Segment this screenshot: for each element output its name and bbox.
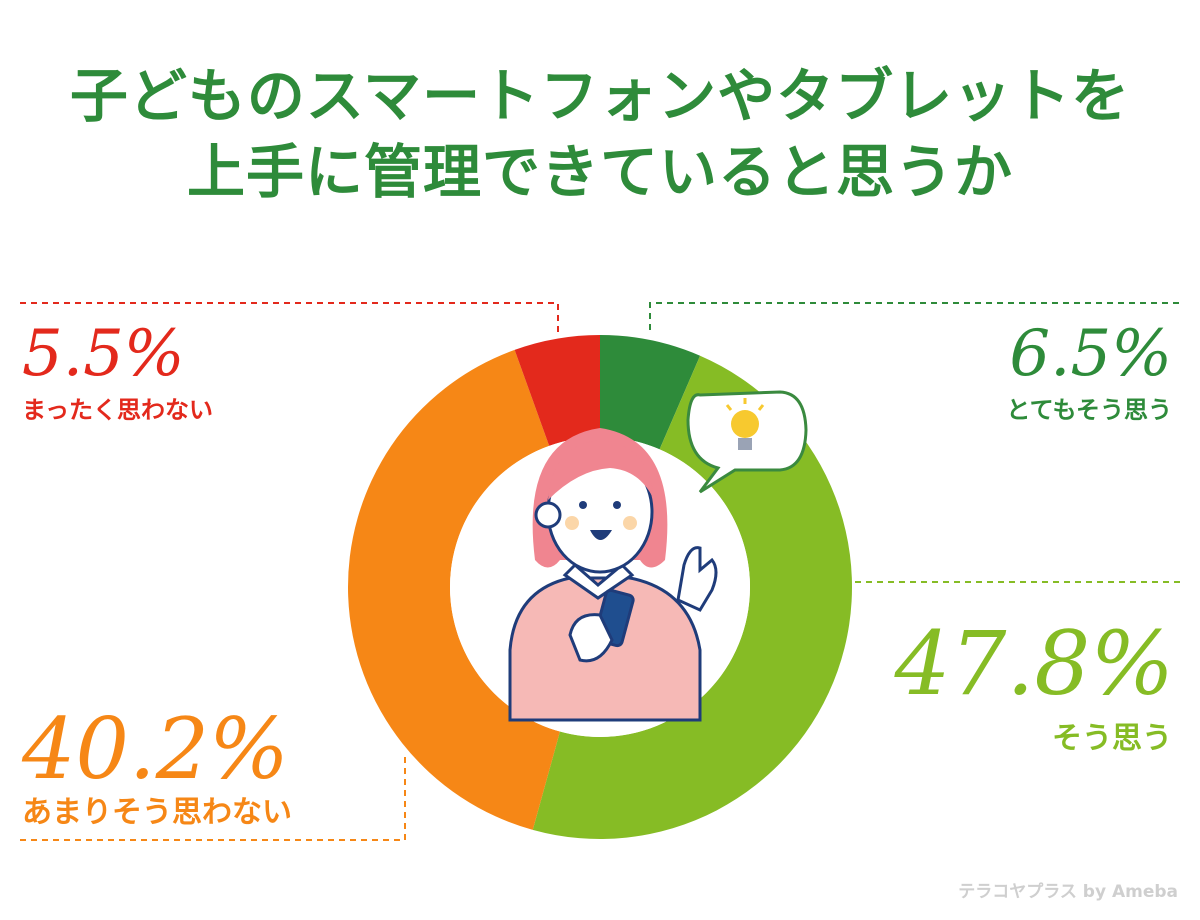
watermark: テラコヤプラス by Ameba bbox=[958, 882, 1178, 902]
lightbulb-icon bbox=[725, 398, 765, 450]
page-title-line1: 子どものスマートフォンやタブレットを bbox=[69, 62, 1131, 130]
pct-agree: 47.8% bbox=[893, 612, 1174, 715]
slice-very-much bbox=[600, 335, 701, 450]
leader-lines bbox=[20, 302, 1180, 841]
slice-strongly-disagree bbox=[514, 335, 600, 446]
donut-slices bbox=[348, 335, 853, 840]
slice-agree bbox=[532, 355, 853, 840]
slice-somewhat-disagree bbox=[348, 349, 560, 830]
leader-very-much bbox=[649, 302, 1180, 330]
page-title-line2: 上手に管理できていると思うか bbox=[186, 138, 1013, 206]
center-illustration bbox=[450, 390, 808, 737]
leader-somewhat-disagree bbox=[20, 755, 406, 841]
pct-somewhat-disagree: 40.2% bbox=[21, 700, 289, 798]
leader-strongly-disagree bbox=[20, 302, 559, 335]
pct-strongly-disagree: 5.5% bbox=[22, 317, 185, 391]
label-very-much: とてもそう思う bbox=[1006, 396, 1172, 424]
pct-very-much: 6.5% bbox=[1009, 317, 1172, 391]
label-somewhat-disagree: あまりそう思わない bbox=[22, 795, 292, 830]
label-agree: そう思う bbox=[1052, 721, 1172, 756]
label-strongly-disagree: まったく思わない bbox=[22, 396, 213, 424]
